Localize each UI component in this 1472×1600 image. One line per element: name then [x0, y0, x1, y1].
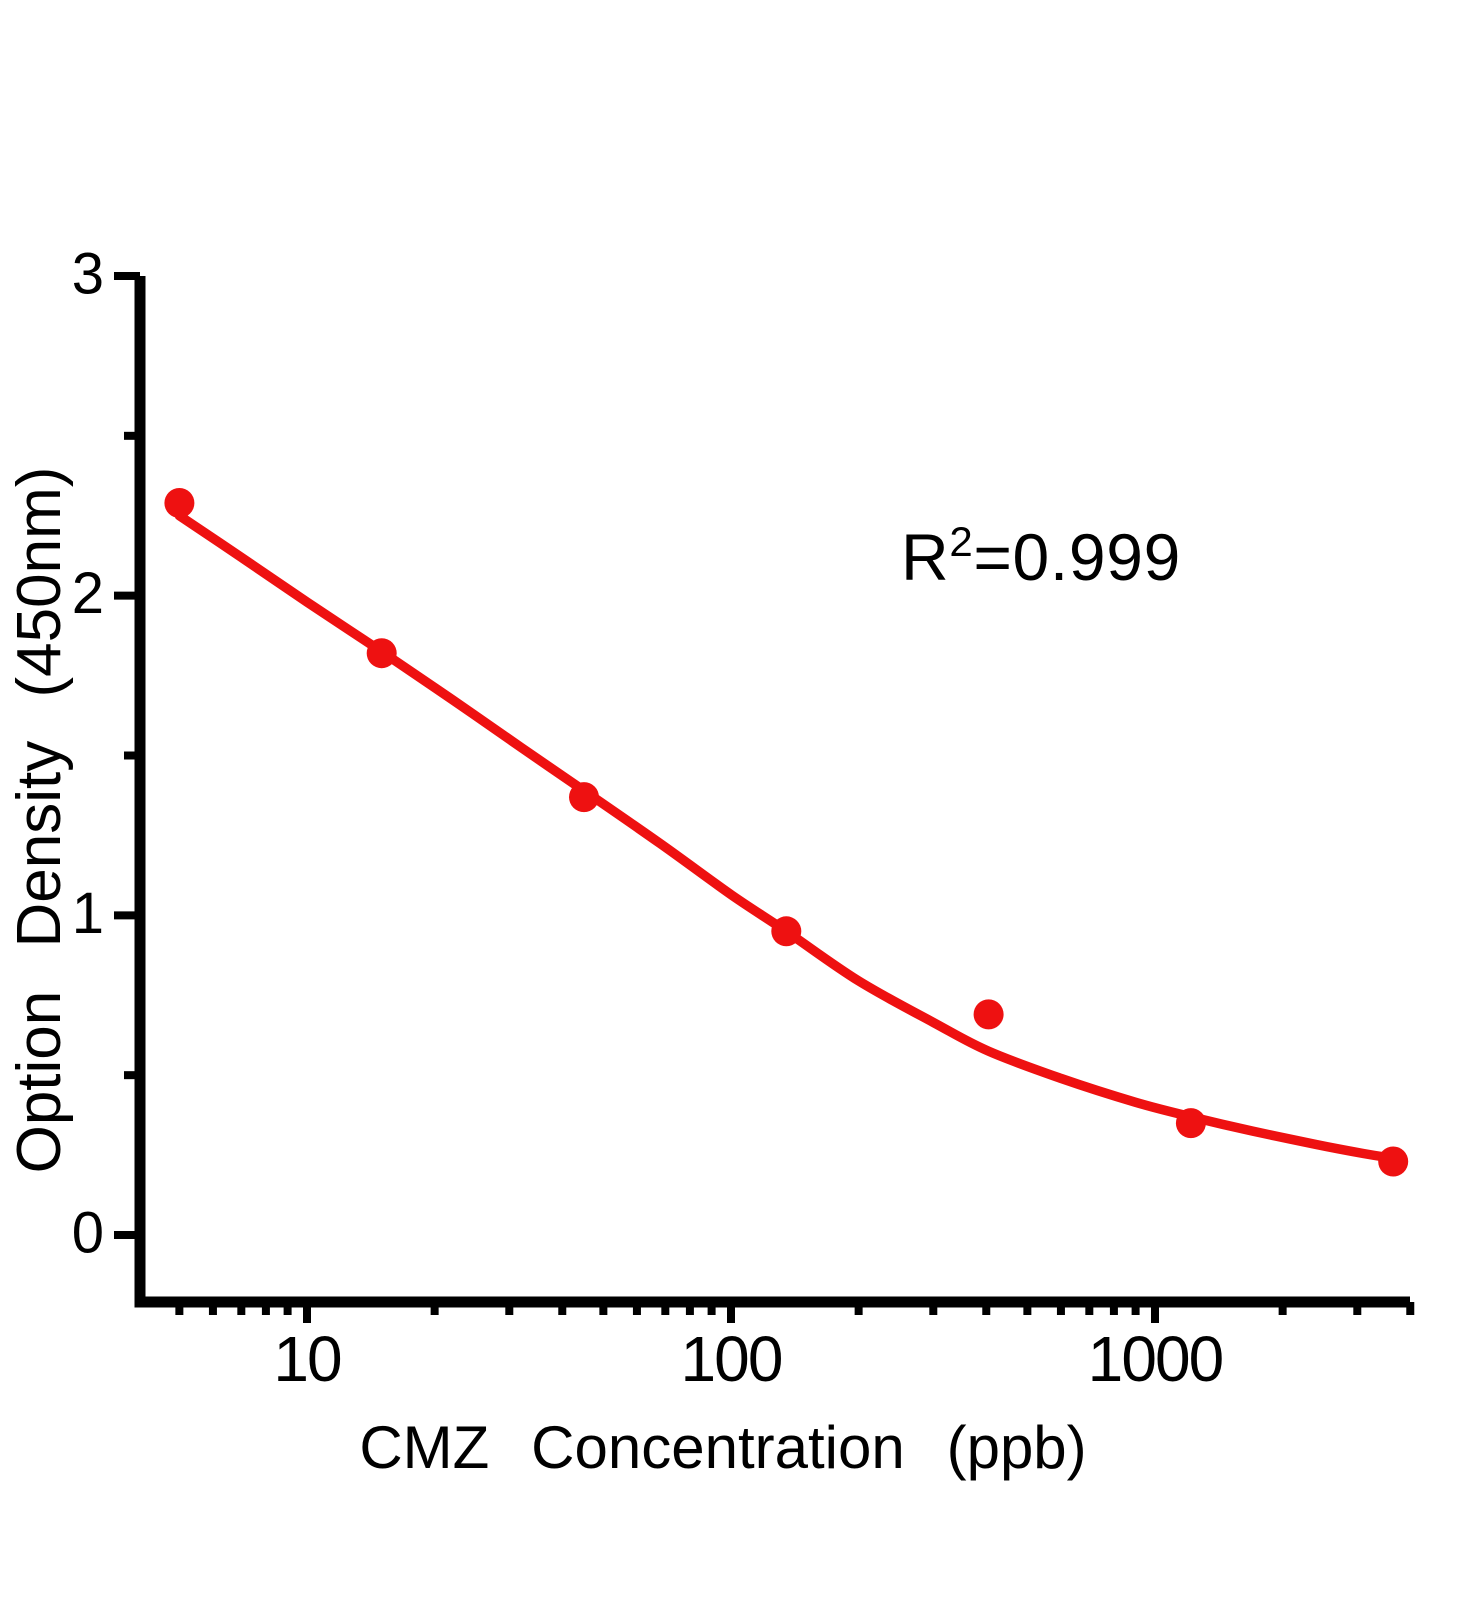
- data-point: [569, 782, 599, 813]
- r-squared-value: =0.999: [973, 520, 1182, 594]
- r-squared-annotation: R2=0.999: [901, 521, 1181, 591]
- data-point: [771, 916, 802, 947]
- data-point: [366, 638, 397, 669]
- y-tick-label: 2: [72, 561, 104, 626]
- axes-lines: [134, 276, 1410, 1308]
- y-tick-label: 3: [72, 241, 104, 306]
- x-tick-label: 1000: [1088, 1323, 1223, 1395]
- y-tick-label: 1: [72, 881, 104, 946]
- x-tick-label: 10: [273, 1323, 341, 1395]
- y-axis-title: Option Density (450nm): [5, 466, 74, 1174]
- data-point: [1175, 1108, 1206, 1139]
- fit-curve: [174, 510, 1398, 1164]
- x-axis-title: CMZ Concentration (ppb): [359, 1414, 1087, 1481]
- data-point: [164, 488, 195, 518]
- r-squared-superscript: 2: [949, 518, 974, 565]
- data-point: [1378, 1146, 1409, 1177]
- data-point: [973, 999, 1004, 1030]
- y-tick-label: 0: [72, 1201, 104, 1266]
- r-squared-base: R: [901, 520, 950, 594]
- x-tick-label: 100: [680, 1323, 781, 1395]
